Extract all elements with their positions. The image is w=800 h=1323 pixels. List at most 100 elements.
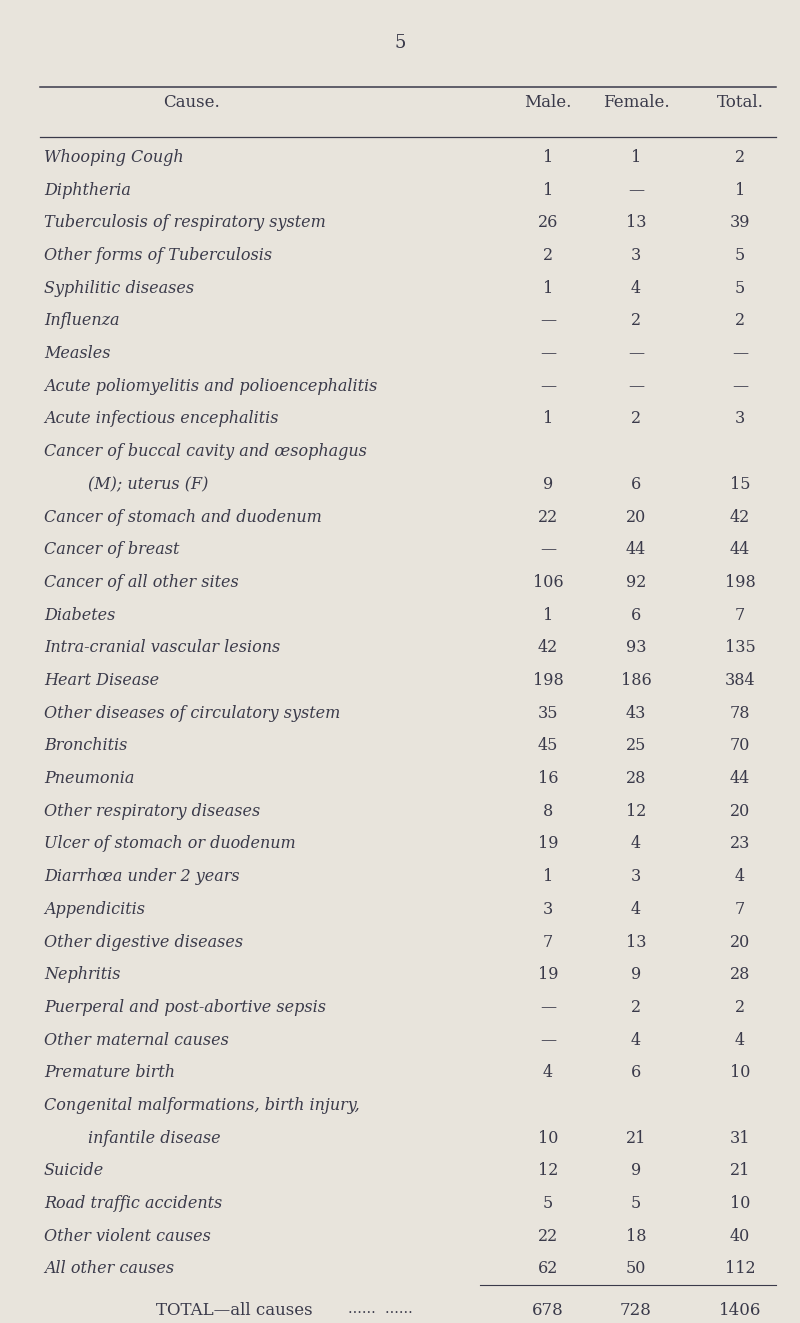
- Text: 4: 4: [543, 1064, 553, 1081]
- Text: 39: 39: [730, 214, 750, 232]
- Text: 44: 44: [730, 770, 750, 787]
- Text: 4: 4: [631, 836, 641, 852]
- Text: Other forms of Tuberculosis: Other forms of Tuberculosis: [44, 247, 272, 265]
- Text: 728: 728: [620, 1302, 652, 1319]
- Text: 2: 2: [631, 312, 641, 329]
- Text: 40: 40: [730, 1228, 750, 1245]
- Text: 1: 1: [543, 868, 553, 885]
- Text: 26: 26: [538, 214, 558, 232]
- Text: Other digestive diseases: Other digestive diseases: [44, 934, 243, 950]
- Text: 10: 10: [730, 1064, 750, 1081]
- Text: 20: 20: [730, 803, 750, 820]
- Text: 186: 186: [621, 672, 651, 689]
- Text: 2: 2: [735, 999, 745, 1016]
- Text: 7: 7: [735, 901, 745, 918]
- Text: 384: 384: [725, 672, 755, 689]
- Text: 1406: 1406: [719, 1302, 761, 1319]
- Text: 10: 10: [730, 1195, 750, 1212]
- Text: 45: 45: [538, 737, 558, 754]
- Text: TOTAL—all causes: TOTAL—all causes: [156, 1302, 313, 1319]
- Text: 12: 12: [626, 803, 646, 820]
- Text: —: —: [628, 181, 644, 198]
- Text: Pneumonia: Pneumonia: [44, 770, 134, 787]
- Text: infantile disease: infantile disease: [88, 1130, 221, 1147]
- Text: 93: 93: [626, 639, 646, 656]
- Text: 19: 19: [538, 966, 558, 983]
- Text: 18: 18: [626, 1228, 646, 1245]
- Text: 4: 4: [631, 901, 641, 918]
- Text: 42: 42: [538, 639, 558, 656]
- Text: 2: 2: [543, 247, 553, 265]
- Text: 78: 78: [730, 705, 750, 722]
- Text: 4: 4: [735, 868, 745, 885]
- Text: 50: 50: [626, 1261, 646, 1278]
- Text: 5: 5: [735, 247, 745, 265]
- Text: 1: 1: [543, 279, 553, 296]
- Text: 7: 7: [735, 607, 745, 623]
- Text: 1: 1: [543, 410, 553, 427]
- Text: 2: 2: [631, 999, 641, 1016]
- Text: 31: 31: [730, 1130, 750, 1147]
- Text: 16: 16: [538, 770, 558, 787]
- Text: 44: 44: [626, 541, 646, 558]
- Text: 19: 19: [538, 836, 558, 852]
- Text: Tuberculosis of respiratory system: Tuberculosis of respiratory system: [44, 214, 326, 232]
- Text: 5: 5: [394, 34, 406, 53]
- Text: 43: 43: [626, 705, 646, 722]
- Text: Diarrhœa under 2 years: Diarrhœa under 2 years: [44, 868, 240, 885]
- Text: 25: 25: [626, 737, 646, 754]
- Text: Acute poliomyelitis and polioencephalitis: Acute poliomyelitis and polioencephaliti…: [44, 378, 378, 394]
- Text: 20: 20: [626, 508, 646, 525]
- Text: —: —: [540, 541, 556, 558]
- Text: Cancer of buccal cavity and œsophagus: Cancer of buccal cavity and œsophagus: [44, 443, 367, 460]
- Text: Ulcer of stomach or duodenum: Ulcer of stomach or duodenum: [44, 836, 296, 852]
- Text: 4: 4: [631, 279, 641, 296]
- Text: 23: 23: [730, 836, 750, 852]
- Text: 4: 4: [735, 1032, 745, 1049]
- Text: 12: 12: [538, 1163, 558, 1179]
- Text: —: —: [540, 378, 556, 394]
- Text: Cancer of breast: Cancer of breast: [44, 541, 179, 558]
- Text: 2: 2: [735, 312, 745, 329]
- Text: ......  ......: ...... ......: [348, 1302, 413, 1316]
- Text: 3: 3: [631, 247, 641, 265]
- Text: Suicide: Suicide: [44, 1163, 104, 1179]
- Text: All other causes: All other causes: [44, 1261, 174, 1278]
- Text: 8: 8: [543, 803, 553, 820]
- Text: Other respiratory diseases: Other respiratory diseases: [44, 803, 260, 820]
- Text: 1: 1: [735, 181, 745, 198]
- Text: Male.: Male.: [524, 94, 572, 111]
- Text: 13: 13: [626, 934, 646, 950]
- Text: 10: 10: [538, 1130, 558, 1147]
- Text: 62: 62: [538, 1261, 558, 1278]
- Text: Other violent causes: Other violent causes: [44, 1228, 211, 1245]
- Text: Cause.: Cause.: [164, 94, 220, 111]
- Text: Acute infectious encephalitis: Acute infectious encephalitis: [44, 410, 278, 427]
- Text: 6: 6: [631, 1064, 641, 1081]
- Text: Puerperal and post-abortive sepsis: Puerperal and post-abortive sepsis: [44, 999, 326, 1016]
- Text: 22: 22: [538, 508, 558, 525]
- Text: 5: 5: [543, 1195, 553, 1212]
- Text: 9: 9: [631, 966, 641, 983]
- Text: 9: 9: [631, 1163, 641, 1179]
- Text: 70: 70: [730, 737, 750, 754]
- Text: Other maternal causes: Other maternal causes: [44, 1032, 229, 1049]
- Text: Appendicitis: Appendicitis: [44, 901, 145, 918]
- Text: 92: 92: [626, 574, 646, 591]
- Text: Diphtheria: Diphtheria: [44, 181, 131, 198]
- Text: Bronchitis: Bronchitis: [44, 737, 127, 754]
- Text: 4: 4: [631, 1032, 641, 1049]
- Text: 112: 112: [725, 1261, 755, 1278]
- Text: 2: 2: [735, 149, 745, 165]
- Text: 6: 6: [631, 607, 641, 623]
- Text: Congenital malformations, birth injury,: Congenital malformations, birth injury,: [44, 1097, 360, 1114]
- Text: —: —: [540, 1032, 556, 1049]
- Text: 28: 28: [626, 770, 646, 787]
- Text: 3: 3: [631, 868, 641, 885]
- Text: 28: 28: [730, 966, 750, 983]
- Text: Influenza: Influenza: [44, 312, 119, 329]
- Text: Premature birth: Premature birth: [44, 1064, 175, 1081]
- Text: Heart Disease: Heart Disease: [44, 672, 159, 689]
- Text: 20: 20: [730, 934, 750, 950]
- Text: Female.: Female.: [602, 94, 670, 111]
